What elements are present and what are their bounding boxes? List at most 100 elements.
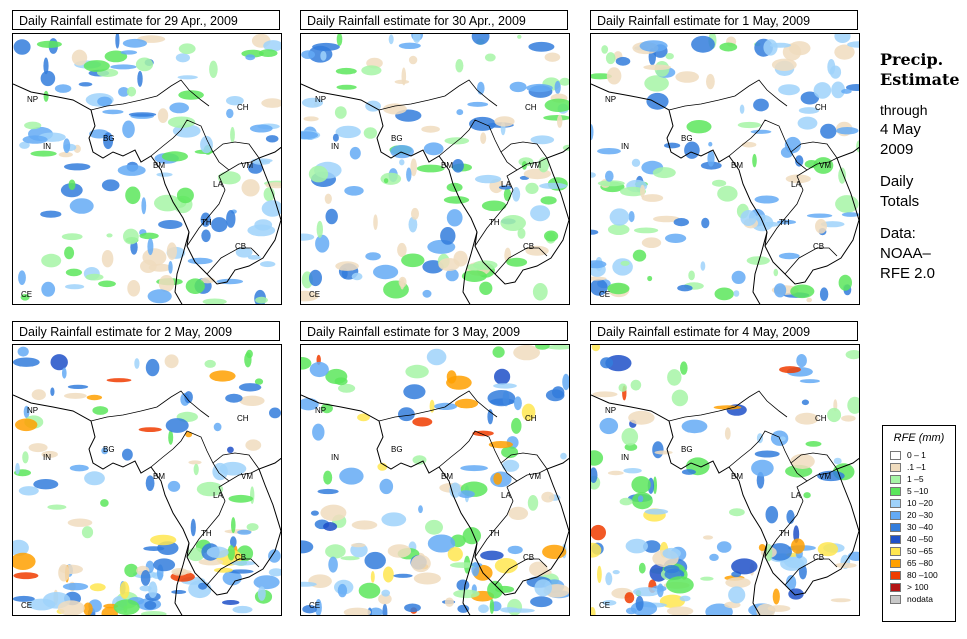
rainfall-patch xyxy=(83,602,93,615)
country-border xyxy=(186,169,230,247)
rainfall-patch xyxy=(562,373,569,391)
rainfall-patch xyxy=(140,611,167,615)
rainfall-patch xyxy=(379,478,394,495)
rainfall-patch xyxy=(503,188,512,202)
panel-title: Daily Rainfall estimate for 2 May, 2009 xyxy=(12,321,280,341)
rainfall-patch xyxy=(635,595,644,611)
rainfall-patch xyxy=(358,582,381,599)
country-label: BM xyxy=(153,472,165,481)
rainfall-patch xyxy=(752,153,757,168)
rainfall-patch xyxy=(397,242,407,258)
rainfall-patch xyxy=(605,572,613,586)
legend-item: > 100 xyxy=(890,582,955,594)
rainfall-patch xyxy=(63,163,91,171)
legend-label: 50 –65 xyxy=(907,546,933,556)
country-border xyxy=(206,247,260,275)
rainfall-patch xyxy=(398,407,415,422)
rainfall-patch xyxy=(600,357,614,369)
rainfall-patch xyxy=(751,459,774,477)
country-label: CH xyxy=(525,103,537,112)
country-border xyxy=(90,390,210,422)
rainfall-patch xyxy=(845,350,859,360)
rainfall-patch xyxy=(701,217,710,229)
rainfall-map: NP CH IN BG BM VM LA TH CB CE xyxy=(12,33,282,305)
rainfall-patch xyxy=(178,43,196,54)
rainfall-patch xyxy=(254,378,264,385)
rainfall-patch xyxy=(101,250,114,268)
rainfall-patch xyxy=(746,256,770,265)
rainfall-patch xyxy=(461,270,487,282)
rainfall-patch xyxy=(315,599,322,615)
rainfall-patch xyxy=(161,151,188,162)
country-label: CH xyxy=(815,103,827,112)
rainfall-patch xyxy=(245,439,262,451)
rainfall-patch xyxy=(544,230,559,242)
rainfall-patch xyxy=(724,427,731,440)
rainfall-patch xyxy=(788,588,804,600)
caption-date: 4 May xyxy=(880,121,921,138)
rainfall-patch xyxy=(258,49,278,57)
coastline xyxy=(462,542,478,615)
rainfall-patch xyxy=(521,403,536,421)
rainfall-patch xyxy=(841,415,856,422)
rainfall-patch xyxy=(119,581,130,599)
rainfall-patch xyxy=(71,49,88,66)
rainfall-patch xyxy=(480,550,504,561)
sidebar-caption: Precip. Estimate through 4 May 2009 Dail… xyxy=(880,50,965,284)
legend-item: 5 –10 xyxy=(890,486,955,498)
rainfall-patch xyxy=(799,379,820,384)
rainfall-patch xyxy=(67,518,93,527)
rainfall-patch xyxy=(58,564,70,582)
rainfall-patch xyxy=(798,107,820,114)
rainfall-patch xyxy=(260,261,276,268)
rainfall-patch xyxy=(706,73,715,90)
rainfall-patch xyxy=(517,34,522,39)
rainfall-patch xyxy=(494,558,518,574)
rainfall-patch xyxy=(97,96,112,107)
rainfall-patch xyxy=(84,471,105,486)
panel-title: Daily Rainfall estimate for 1 May, 2009 xyxy=(590,10,858,30)
country-border xyxy=(668,79,788,111)
rainfall-patch xyxy=(681,419,708,434)
rainfall-patch xyxy=(36,40,62,48)
rainfall-patch xyxy=(230,126,235,143)
rainfall-patch xyxy=(134,358,140,369)
rainfall-patch xyxy=(166,242,177,260)
rainfall-patch xyxy=(665,233,687,243)
rainfall-patch xyxy=(157,108,169,123)
rainfall-patch xyxy=(62,582,89,591)
rainfall-patch xyxy=(423,142,444,156)
rainfall-patch xyxy=(118,87,130,97)
rainfall-patch xyxy=(500,607,519,613)
rainfall-patch xyxy=(237,529,252,535)
rainfall-patch xyxy=(620,260,630,266)
rainfall-patch xyxy=(245,54,256,61)
rainfall-patch xyxy=(813,82,832,99)
rainfall-patch xyxy=(225,393,243,403)
rainfall-patch xyxy=(557,114,563,128)
rainfall-patch xyxy=(541,491,555,503)
rainfall-patch xyxy=(628,211,635,223)
rainfall-patch xyxy=(691,35,715,53)
country-border xyxy=(378,390,498,422)
rainfall-patch xyxy=(795,412,819,425)
rainfall-patch xyxy=(673,218,689,227)
rainfall-patch xyxy=(688,270,695,281)
legend-item: 65 –80 xyxy=(890,558,955,570)
rainfall-patch xyxy=(412,455,427,465)
rainfall-patch xyxy=(806,297,812,303)
rainfall-patch xyxy=(383,103,407,115)
rainfall-patch xyxy=(172,569,192,575)
rainfall-patch xyxy=(227,545,235,561)
country-label: NP xyxy=(315,406,326,415)
rainfall-patch xyxy=(226,96,244,106)
rainfall-patch xyxy=(164,354,179,369)
coastline xyxy=(301,394,569,596)
caption-version: RFE 2.0 xyxy=(880,265,936,282)
rainfall-patch xyxy=(18,486,39,496)
rainfall-patch xyxy=(253,575,280,590)
country-label: BG xyxy=(391,134,403,143)
country-label: CB xyxy=(813,242,824,251)
rainfall-patch xyxy=(836,127,859,135)
rainfall-patch xyxy=(302,97,323,108)
